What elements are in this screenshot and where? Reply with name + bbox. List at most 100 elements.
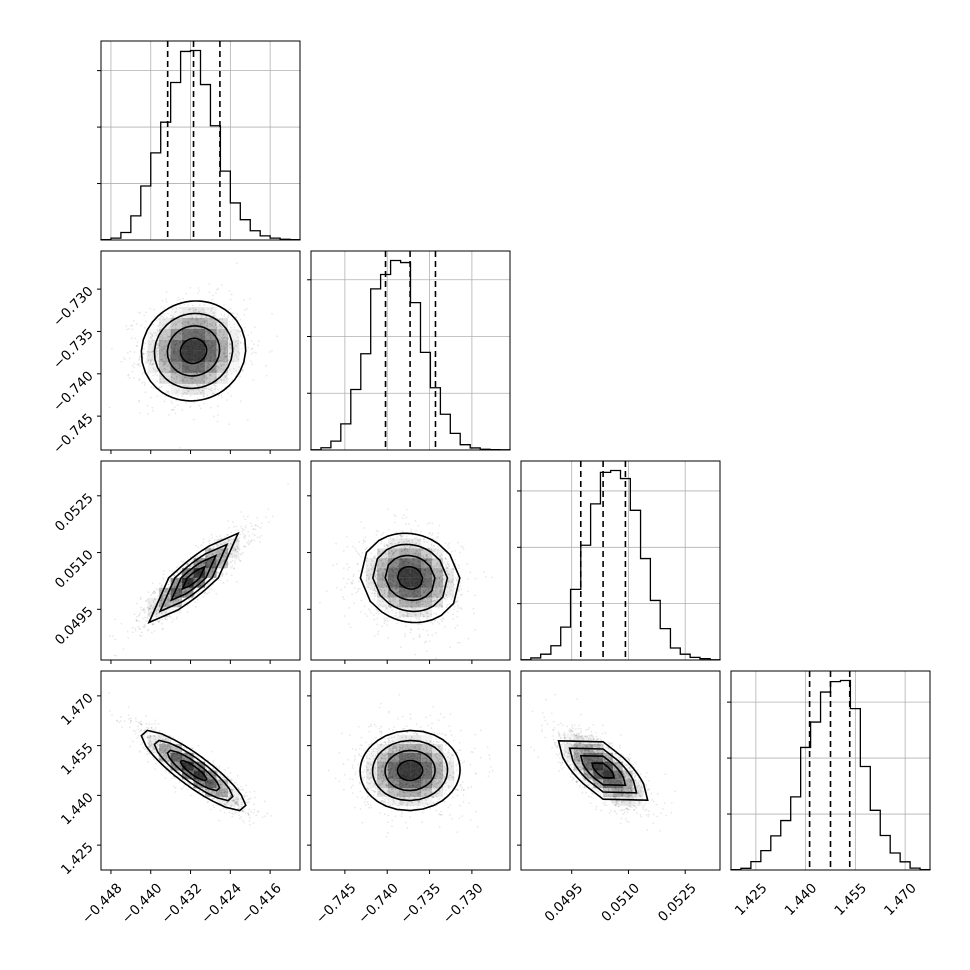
- sample-point: [370, 562, 373, 565]
- sample-point: [374, 592, 376, 595]
- sample-point: [163, 363, 166, 366]
- sample-point: [197, 385, 200, 388]
- sample-point: [131, 324, 133, 327]
- sample-point: [156, 612, 159, 615]
- sample-point: [216, 571, 219, 574]
- sample-point: [419, 613, 422, 616]
- sample-point: [152, 590, 155, 593]
- sample-point: [374, 595, 377, 597]
- sample-point: [440, 604, 443, 607]
- sample-point: [380, 542, 383, 545]
- sample-point: [198, 565, 201, 567]
- sample-point: [347, 623, 350, 625]
- sample-point: [411, 597, 414, 600]
- sample-point: [152, 728, 155, 731]
- sample-point: [365, 547, 368, 549]
- sample-point: [228, 353, 231, 355]
- sample-point: [199, 317, 202, 320]
- sample-point: [134, 629, 137, 632]
- sample-point: [228, 368, 231, 371]
- sample-point: [445, 586, 448, 589]
- sample-point: [174, 412, 177, 415]
- sample-point: [214, 371, 217, 374]
- sample-point: [161, 361, 164, 364]
- sample-point: [189, 316, 191, 319]
- sample-point: [112, 635, 114, 638]
- sample-point: [436, 621, 439, 624]
- sample-point: [194, 378, 196, 381]
- sample-point: [162, 367, 165, 370]
- sample-point: [231, 378, 234, 381]
- sample-point: [150, 359, 152, 362]
- sample-point: [157, 347, 159, 349]
- sample-point: [187, 320, 190, 323]
- sample-point: [226, 355, 229, 358]
- sample-point: [409, 619, 412, 622]
- sample-point: [151, 406, 154, 409]
- sample-point: [439, 591, 442, 594]
- sample-point: [344, 615, 346, 617]
- sample-point: [362, 539, 365, 541]
- sample-point: [446, 596, 449, 599]
- sample-point: [424, 559, 427, 562]
- sample-point: [406, 607, 409, 609]
- sample-point: [434, 580, 437, 583]
- sample-point: [243, 330, 246, 332]
- sample-point: [383, 543, 386, 546]
- sample-point: [179, 446, 182, 449]
- sample-point: [235, 800, 238, 803]
- sample-point: [459, 585, 462, 588]
- sample-point: [143, 347, 146, 350]
- sample-point: [164, 588, 167, 590]
- density-cell: [432, 548, 444, 559]
- sample-point: [206, 334, 208, 337]
- density-cell: [182, 328, 194, 340]
- sample-point: [173, 605, 176, 608]
- sample-point: [169, 597, 172, 600]
- sample-point: [212, 578, 215, 581]
- sample-point: [207, 308, 209, 310]
- sample-point: [200, 544, 203, 546]
- sample-point: [199, 762, 202, 765]
- sample-point: [349, 626, 352, 629]
- sample-point: [271, 515, 274, 518]
- sample-point: [399, 535, 402, 538]
- sample-point: [420, 530, 423, 533]
- sample-point: [179, 311, 182, 314]
- sample-point: [212, 767, 215, 770]
- sample-point: [199, 310, 201, 313]
- sample-point: [198, 389, 200, 392]
- sample-point: [149, 605, 152, 608]
- density-cell: [410, 597, 422, 608]
- sample-point: [209, 336, 212, 339]
- sample-point: [217, 571, 220, 574]
- sample-point: [216, 370, 219, 373]
- sample-point: [458, 567, 460, 570]
- sample-point: [414, 552, 417, 555]
- sample-point: [190, 591, 193, 594]
- sample-point: [178, 605, 180, 608]
- sample-point: [257, 340, 260, 343]
- sample-point: [276, 335, 279, 338]
- sample-point: [214, 324, 217, 326]
- sample-point: [192, 322, 195, 325]
- sample-point: [392, 539, 395, 542]
- sample-point: [211, 553, 214, 555]
- sample-point: [229, 326, 232, 329]
- sample-point: [239, 330, 242, 333]
- sample-point: [200, 317, 203, 320]
- sample-point: [364, 548, 367, 551]
- sample-point: [366, 565, 368, 567]
- sample-point: [394, 515, 397, 518]
- sample-point: [423, 607, 426, 610]
- sample-point: [390, 542, 393, 545]
- sample-point: [200, 563, 203, 565]
- sample-point: [198, 565, 200, 567]
- sample-point: [422, 628, 425, 631]
- sample-point: [426, 650, 428, 653]
- sample-point: [227, 563, 230, 566]
- sample-point: [144, 362, 147, 365]
- sample-point: [243, 299, 245, 301]
- sample-point: [167, 392, 170, 395]
- marginal-panel-1: [307, 250, 511, 451]
